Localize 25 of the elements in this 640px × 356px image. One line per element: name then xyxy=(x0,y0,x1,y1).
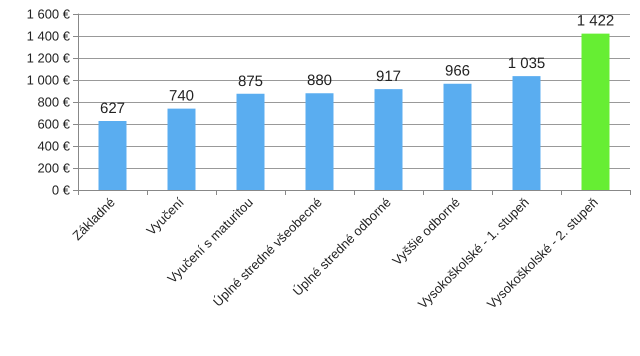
data-label: 1 422 xyxy=(576,12,614,30)
y-tick-label: 1 600 € xyxy=(26,6,71,22)
y-tick-label: 1 200 € xyxy=(26,50,71,66)
bar xyxy=(444,84,472,190)
bar xyxy=(168,108,196,190)
data-label: 740 xyxy=(168,88,194,105)
y-tick-label: 0 € xyxy=(52,182,71,198)
y-tick-label: 400 € xyxy=(37,138,71,154)
y-tick-label: 600 € xyxy=(37,116,71,132)
y-tick-label: 800 € xyxy=(37,94,71,110)
y-tick-label: 1 000 € xyxy=(26,72,71,88)
y-tick-label: 200 € xyxy=(37,160,71,176)
data-label: 880 xyxy=(306,72,332,90)
data-label: 1 035 xyxy=(508,55,546,72)
bar xyxy=(98,121,126,190)
data-label: 917 xyxy=(376,68,402,86)
bar xyxy=(236,94,264,190)
bar xyxy=(374,89,402,190)
bar xyxy=(582,34,610,190)
data-label: 875 xyxy=(238,72,264,90)
bar xyxy=(512,76,540,190)
y-tick-label: 1 400 € xyxy=(26,28,71,44)
data-label: 966 xyxy=(444,62,470,80)
bar xyxy=(306,93,334,190)
data-label: 627 xyxy=(100,100,126,118)
